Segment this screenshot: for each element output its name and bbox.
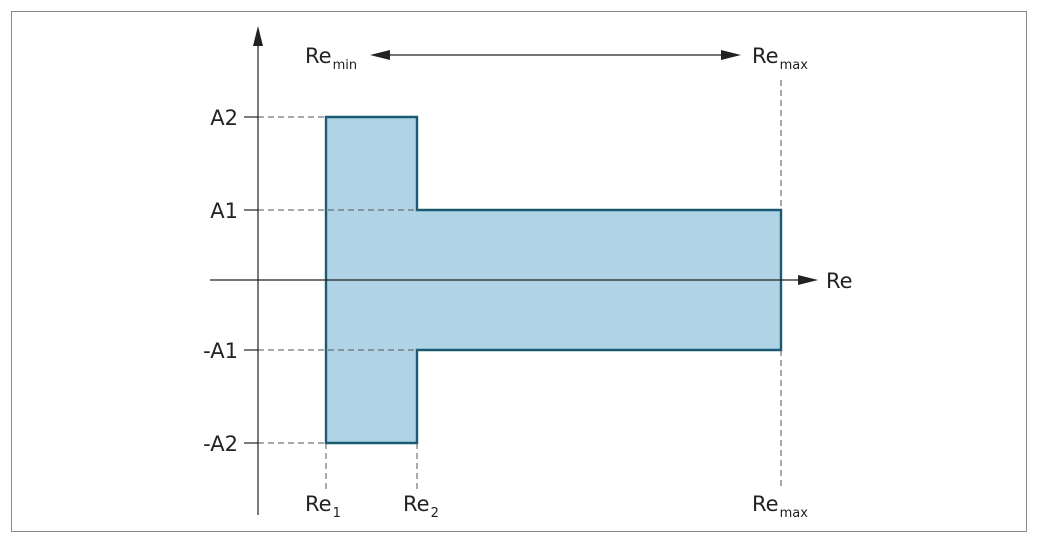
re2-sub: 2 [431, 506, 439, 521]
range-left-arrow-icon [370, 50, 390, 60]
neg-a2-label: -A2 [203, 432, 238, 456]
re2-base: Re [403, 492, 430, 516]
remax-bottom-sub: max [780, 506, 809, 521]
remin-label: Remin [305, 44, 357, 73]
re1-sub: 1 [333, 506, 341, 521]
neg-a1-label: -A1 [203, 339, 238, 363]
range-right-arrow-icon [721, 50, 741, 60]
remin-sub: min [333, 58, 358, 73]
remax-top-label: Remax [752, 44, 808, 73]
re2-label: Re2 [403, 492, 439, 521]
remax-bottom-label: Remax [752, 492, 808, 521]
diagram-frame [11, 11, 1027, 532]
re1-base: Re [305, 492, 332, 516]
remin-base: Re [305, 44, 332, 68]
a2-label: A2 [210, 106, 238, 130]
re1-label: Re1 [305, 492, 341, 521]
a1-label: A1 [210, 199, 238, 223]
remax-bottom-base: Re [752, 492, 779, 516]
x-axis-label: Re [826, 269, 853, 293]
y-axis-arrow-icon [253, 26, 263, 46]
remax-top-base: Re [752, 44, 779, 68]
remax-top-sub: max [780, 58, 809, 73]
x-axis-arrow-icon [798, 275, 818, 285]
